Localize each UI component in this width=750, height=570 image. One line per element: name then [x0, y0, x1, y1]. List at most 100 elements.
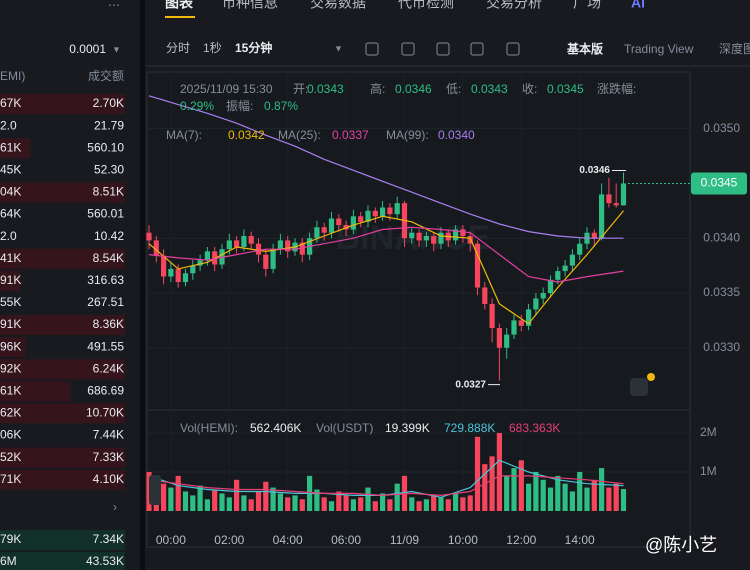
tool-icon[interactable] — [436, 42, 450, 56]
vol-ma-value: 729.888K — [444, 421, 495, 435]
info-change: 0.29% — [180, 99, 214, 113]
ob-value: 10.70K — [86, 406, 124, 420]
ob-value: 8.54K — [93, 251, 124, 265]
volume-bar — [533, 471, 539, 511]
volume-bar — [212, 489, 218, 511]
ma-name: MA(7): — [166, 128, 202, 142]
ob-value: 10.42 — [94, 229, 124, 243]
candle-body — [569, 254, 575, 266]
candle-body — [489, 303, 495, 329]
volume-bar — [175, 475, 181, 511]
candle-body — [299, 242, 305, 255]
ob-amount: 96K — [0, 339, 21, 353]
ob-value: 52.30 — [94, 162, 124, 176]
volume-bar — [270, 487, 276, 511]
vol-name: Vol(HEMI): — [180, 421, 238, 435]
candle-body — [161, 255, 167, 277]
nav-tab[interactable]: 交易分析 — [486, 0, 542, 11]
nav-tab[interactable]: 币种信息 — [222, 0, 278, 11]
view-tab[interactable]: 基本版 — [566, 41, 603, 56]
y-tick-label: 0.0340 — [703, 230, 740, 244]
y-tick-label: 0.0350 — [703, 121, 740, 135]
candle-body — [496, 328, 502, 348]
nav-tab[interactable]: 交易数据 — [310, 0, 366, 11]
candle-body — [540, 292, 546, 299]
ob-value: 7.34K — [93, 532, 124, 546]
volume-bar — [482, 464, 488, 511]
nav-ai[interactable]: Ai — [631, 0, 645, 11]
candle-body — [518, 320, 524, 326]
ob-amount: 04K — [0, 185, 21, 199]
depth-bar — [0, 138, 30, 159]
volume-bar — [394, 483, 400, 511]
nav-tab[interactable]: 图表 — [165, 0, 194, 11]
candle-body — [365, 210, 371, 222]
ob-amount: 2.0 — [0, 118, 17, 132]
nav-tab[interactable]: 广场 — [573, 0, 601, 11]
candle-body — [153, 240, 159, 256]
candle-body — [197, 260, 203, 266]
badge-dot — [647, 373, 655, 381]
interval[interactable]: 分时 — [166, 41, 190, 55]
interval[interactable]: 1秒 — [203, 41, 222, 55]
ma-line — [148, 210, 624, 325]
volume-bar — [328, 501, 335, 511]
candle-body — [168, 268, 174, 277]
ob-value: 6.24K — [93, 361, 124, 375]
volume-bar — [416, 501, 422, 511]
ob-amount: 79K — [0, 532, 21, 546]
volume-bar — [285, 497, 291, 511]
depth-bar — [0, 381, 70, 402]
candle-body — [555, 271, 561, 280]
tool-icon[interactable] — [470, 42, 484, 56]
candle-body — [423, 236, 429, 241]
menu-dots[interactable]: ⋯ — [108, 0, 120, 12]
info-amp-label: 振幅: — [226, 98, 253, 113]
volume-bar — [277, 493, 283, 511]
volume-bar — [336, 491, 342, 511]
volume-bar — [577, 471, 583, 511]
candle-body — [431, 236, 437, 244]
volume-bar — [496, 432, 502, 511]
max-label: 0.0346 — [579, 165, 610, 176]
volume-bar — [599, 468, 605, 511]
candle-body — [387, 207, 393, 215]
candle-body — [263, 254, 269, 269]
ob-more[interactable]: › — [113, 500, 117, 514]
tool-icon[interactable] — [506, 42, 520, 56]
volume-bar — [460, 497, 466, 511]
x-tick-label: 11/09 — [390, 533, 419, 547]
volume-bar — [190, 495, 196, 511]
candle-body — [241, 236, 247, 247]
candle-body — [533, 298, 539, 310]
tool-icon[interactable] — [401, 42, 415, 56]
volume-bar — [314, 489, 320, 511]
ma-value: 0.0337 — [332, 128, 369, 142]
depth-bar — [0, 270, 20, 291]
ob-tick[interactable]: 0.0001 — [69, 42, 106, 56]
candle-body — [190, 265, 196, 274]
dropdown-caret[interactable]: ▼ — [334, 43, 343, 53]
volume-bar — [547, 487, 554, 511]
view-tab[interactable]: Trading View — [624, 42, 694, 56]
candle-body — [394, 203, 400, 215]
depth-bar — [0, 182, 125, 203]
ob-value: 491.55 — [87, 339, 124, 353]
last-price-label: 0.0345 — [701, 176, 738, 190]
tool-icon[interactable] — [365, 42, 379, 56]
volume-bar — [350, 499, 356, 511]
interval[interactable]: 15分钟 — [235, 40, 272, 55]
candle-body — [599, 194, 605, 239]
nav-tab[interactable]: 代币检测 — [398, 0, 454, 11]
candle-body — [372, 210, 378, 217]
candle-body — [416, 232, 422, 241]
volume-bar — [562, 483, 568, 511]
collapse-button[interactable] — [149, 475, 161, 505]
candle-body — [358, 216, 364, 222]
vol-ma-line — [148, 475, 624, 497]
view-tab[interactable]: 深度图 — [719, 41, 750, 56]
chart-badge[interactable] — [630, 378, 648, 396]
min-label: 0.0327 — [455, 379, 486, 390]
